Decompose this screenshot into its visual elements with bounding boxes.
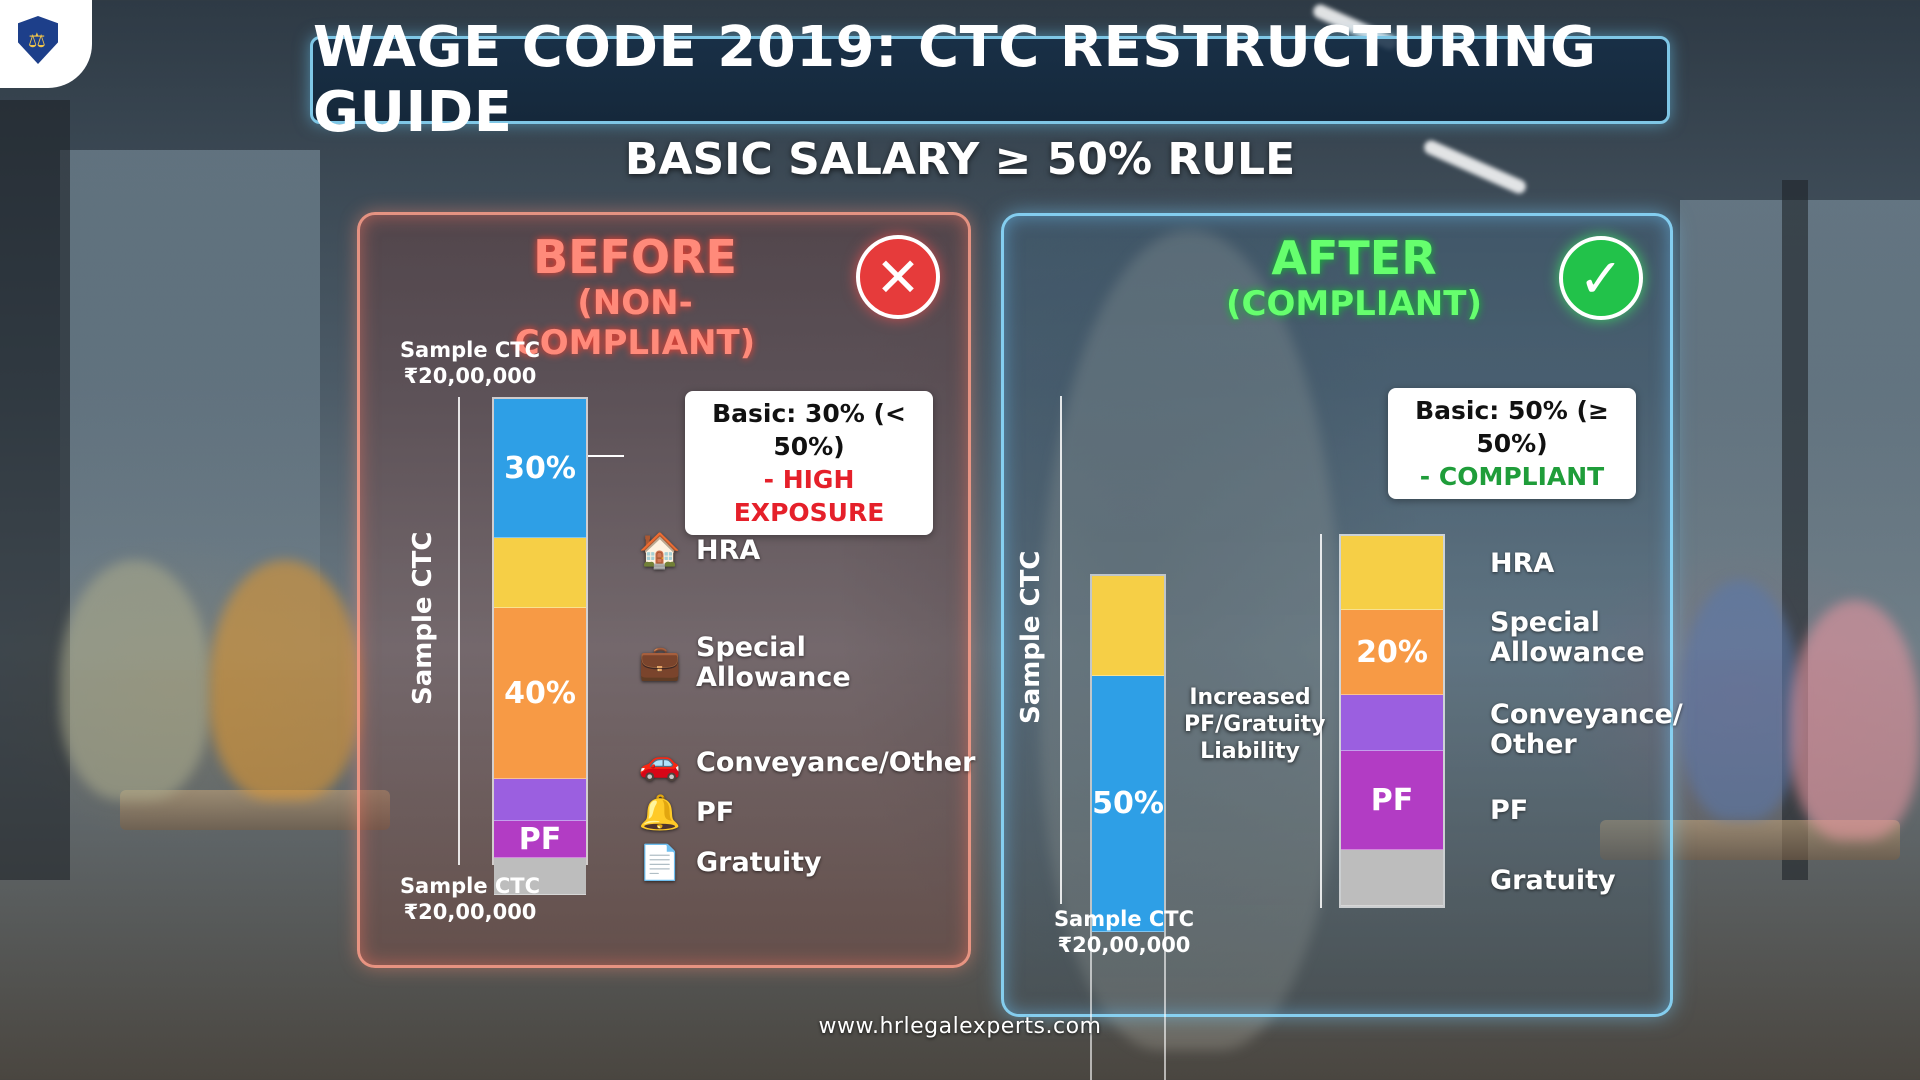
liability-note: Increased PF/Gratuity Liability (1184, 685, 1326, 764)
legend-item-special-allowance: 💼 Special Allowance (638, 632, 851, 693)
before-axis-label: Sample CTC (408, 531, 438, 705)
after-segment-4 (1341, 850, 1443, 906)
document-icon: 📄 (638, 843, 682, 883)
before-ctc-top-label: Sample CTC ₹20,00,000 (399, 338, 541, 388)
before-ctc-bottom-label: Sample CTC ₹20,00,000 (399, 874, 541, 924)
briefcase-icon: 💼 (638, 643, 682, 683)
background-person (1790, 600, 1920, 840)
logo: ⚖ (0, 0, 92, 88)
legend-item-gratuity: Gratuity (1490, 865, 1616, 896)
check-icon: ✓ (1559, 236, 1643, 320)
footer-url[interactable]: www.hrlegalexperts.com (818, 1014, 1102, 1039)
before-callout: Basic: 30% (< 50%) - HIGH EXPOSURE (685, 391, 933, 535)
after-heading: AFTER (COMPLIANT) (1226, 231, 1482, 324)
background-person (1680, 580, 1800, 820)
legend-item-pf: 🔔 PF (638, 793, 735, 833)
after-panel: AFTER (COMPLIANT) ✓ Sample CTC 50% Sampl… (1001, 213, 1683, 1080)
x-icon: ✕ (856, 235, 940, 319)
legend-item-pf: PF (1490, 795, 1529, 826)
before-heading: BEFORE (NON-COMPLIANT) (514, 230, 756, 363)
legend-item-hra: HRA (1490, 548, 1555, 579)
callout-connector (588, 455, 624, 457)
after-segment-1: 20% (1341, 610, 1443, 696)
house-icon: 🏠 (638, 531, 682, 571)
before-segment-4: PF (494, 821, 586, 859)
piggy-bank-icon: 🔔 (638, 793, 682, 833)
legend-item-hra: 🏠 HRA (638, 531, 761, 571)
before-bar: 30% 40% PF (492, 397, 588, 896)
before-segment-3 (494, 779, 586, 822)
title-banner: WAGE CODE 2019: CTC RESTRUCTURING GUIDE (310, 15, 1670, 145)
before-segment-1 (494, 538, 586, 608)
before-segment-0: 30% (494, 399, 586, 539)
car-icon: 🚗 (638, 743, 682, 783)
before-segment-5 (494, 858, 586, 896)
after-ctc-bottom-label: Sample CTC ₹20,00,000 (1053, 907, 1195, 957)
legend-item-conveyance: Conveyance/ Other (1490, 699, 1683, 760)
after-basic-segment: 50% (1092, 676, 1164, 932)
page-title: WAGE CODE 2019: CTC RESTRUCTURING GUIDE (313, 15, 1597, 145)
after-segment-0 (1341, 536, 1443, 610)
after-right-axis (1320, 534, 1322, 908)
after-basic-yellow (1092, 576, 1164, 676)
background-person (60, 560, 210, 800)
shield-icon: ⚖ (18, 16, 58, 64)
after-axis (1060, 396, 1062, 904)
before-axis (458, 397, 460, 865)
page-subtitle: BASIC SALARY ≥ 50% RULE (624, 134, 1296, 185)
background-person (210, 560, 360, 800)
after-segment-2 (1341, 695, 1443, 751)
before-panel: BEFORE (NON-COMPLIANT) ✕ Sample CTC ₹20,0… (357, 212, 975, 968)
background-pillar (0, 100, 70, 880)
after-axis-label: Sample CTC (1016, 550, 1046, 724)
legend-item-gratuity: 📄 Gratuity (638, 843, 822, 883)
legend-item-special-allowance: Special Allowance (1490, 607, 1645, 668)
after-basic-bar: 50% (1090, 574, 1166, 1080)
after-callout: Basic: 50% (≥ 50%) - COMPLIANT (1388, 388, 1636, 499)
after-bar: 20% PF (1339, 534, 1445, 908)
after-segment-3: PF (1341, 750, 1443, 851)
before-segment-2: 40% (494, 607, 586, 780)
legend-item-conveyance: 🚗 Conveyance/Other (638, 743, 976, 783)
